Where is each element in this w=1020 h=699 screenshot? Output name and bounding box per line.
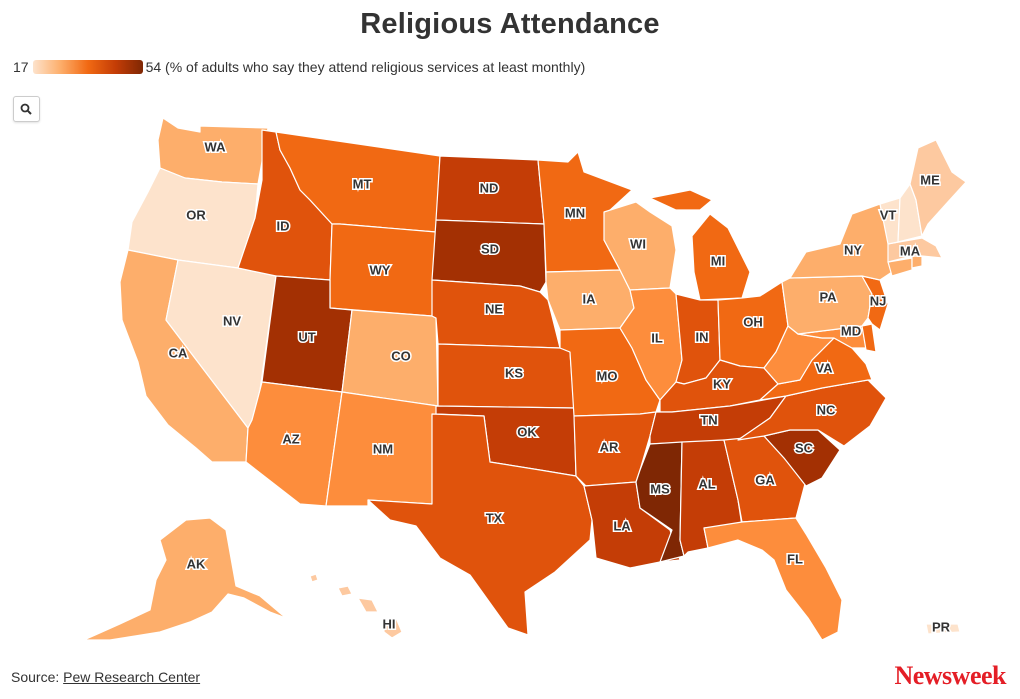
state-label-OH: OH: [743, 314, 763, 329]
state-DE[interactable]: [861, 323, 877, 353]
state-label-VA: VA: [815, 360, 833, 375]
state-label-PR: PR: [932, 619, 951, 634]
state-label-IL: IL: [651, 330, 663, 345]
newsweek-logo: Newsweek: [894, 661, 1006, 690]
state-TX[interactable]: [367, 413, 593, 636]
state-label-NV: NV: [223, 313, 241, 328]
state-label-MT: MT: [353, 176, 372, 191]
state-label-AK: AK: [187, 556, 206, 571]
state-label-MA: MA: [900, 243, 921, 258]
state-label-SD: SD: [481, 241, 499, 256]
state-label-NM: NM: [373, 441, 393, 456]
state-label-MS: MS: [650, 481, 670, 496]
state-label-KY: KY: [713, 376, 731, 391]
state-label-TX: TX: [486, 510, 503, 525]
state-label-MD: MD: [841, 323, 861, 338]
state-label-ND: ND: [480, 180, 499, 195]
state-label-HI: HI: [383, 616, 396, 631]
state-label-UT: UT: [298, 329, 315, 344]
state-label-KS: KS: [505, 365, 523, 380]
state-label-SC: SC: [795, 440, 814, 455]
state-ME[interactable]: [909, 139, 967, 237]
state-label-GA: GA: [755, 472, 775, 487]
state-label-MO: MO: [597, 368, 618, 383]
state-label-NY: NY: [844, 242, 862, 257]
state-label-ID: ID: [277, 218, 290, 233]
state-NY[interactable]: [789, 203, 893, 281]
state-label-IN: IN: [696, 329, 709, 344]
state-label-OR: OR: [186, 207, 206, 222]
color-legend: 17 54 (% of adults who say they attend r…: [13, 59, 585, 75]
state-label-WI: WI: [630, 236, 646, 251]
zoom-button[interactable]: [13, 96, 40, 122]
legend-description: (% of adults who say they attend religio…: [165, 59, 586, 75]
state-label-PA: PA: [819, 289, 837, 304]
search-icon: [20, 103, 32, 115]
state-MA[interactable]: [887, 237, 943, 263]
legend-min-label: 17: [13, 59, 29, 75]
state-label-AZ: AZ: [282, 431, 299, 446]
state-label-WA: WA: [205, 139, 227, 154]
state-MI[interactable]: [649, 189, 751, 301]
state-label-LA: LA: [613, 518, 631, 533]
legend-max-label: 54: [145, 59, 162, 75]
source-note: Source: Pew Research Center: [11, 669, 200, 685]
state-HI[interactable]: [309, 573, 403, 639]
state-AK[interactable]: [83, 517, 287, 641]
state-CO[interactable]: [341, 309, 439, 407]
state-label-NE: NE: [485, 301, 503, 316]
source-link[interactable]: Pew Research Center: [63, 669, 201, 685]
state-label-NJ: NJ: [870, 293, 887, 308]
state-WI[interactable]: [603, 201, 677, 291]
legend-color-ramp: [32, 60, 143, 74]
state-label-FL: FL: [787, 551, 803, 566]
state-label-CA: CA: [169, 345, 188, 360]
state-FL[interactable]: [703, 517, 843, 641]
state-label-CO: CO: [391, 348, 411, 363]
state-label-ME: ME: [920, 172, 940, 187]
state-label-MI: MI: [711, 253, 725, 268]
source-prefix: Source:: [11, 669, 64, 685]
state-label-MN: MN: [565, 205, 585, 220]
state-NJ[interactable]: [861, 275, 889, 331]
state-label-TN: TN: [700, 412, 717, 427]
state-label-IA: IA: [583, 291, 597, 306]
state-label-AL: AL: [698, 476, 715, 491]
state-label-AR: AR: [600, 439, 619, 454]
state-label-NC: NC: [817, 402, 836, 417]
state-label-VT: VT: [880, 207, 897, 222]
state-CT[interactable]: [887, 257, 913, 277]
state-label-WY: WY: [370, 262, 391, 277]
page-title: Religious Attendance: [360, 8, 660, 40]
state-label-OK: OK: [517, 424, 537, 439]
state-PR[interactable]: [925, 623, 961, 635]
